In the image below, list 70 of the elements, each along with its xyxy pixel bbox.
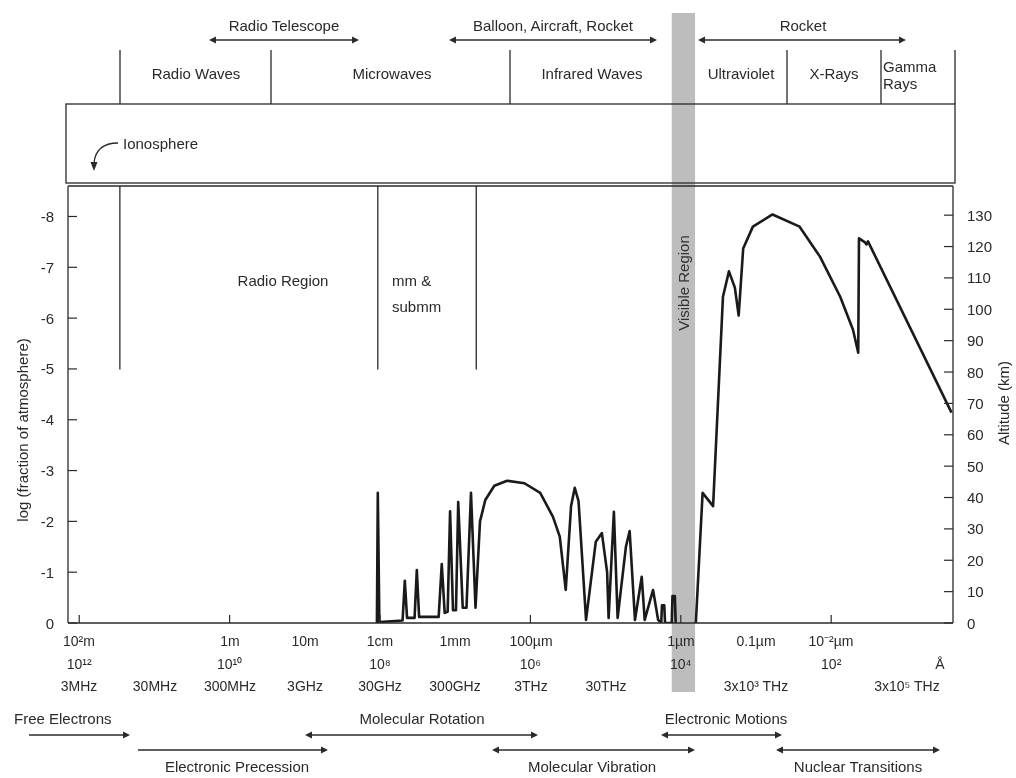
y2-tick-label: 90 bbox=[967, 332, 984, 350]
text: 300MHz bbox=[203, 678, 257, 694]
y2-tick-label: 100 bbox=[967, 300, 993, 318]
text: 1m bbox=[220, 633, 240, 649]
text: Molecular Vibration bbox=[527, 757, 657, 775]
y2-tick-label: 60 bbox=[967, 426, 984, 444]
text: Ionosphere bbox=[123, 134, 199, 152]
text: 10m bbox=[291, 633, 319, 649]
x-tick-label: 10⁴ bbox=[670, 656, 692, 672]
text: 30THz bbox=[585, 678, 627, 694]
y-tick-label: -2 bbox=[40, 512, 54, 530]
y2-tick-label: 50 bbox=[967, 457, 984, 475]
y-tick-label: -6 bbox=[40, 309, 54, 327]
y-tick-label: 0 bbox=[45, 614, 54, 632]
text: Nuclear Transitions bbox=[793, 757, 923, 775]
y-tick-label: -1 bbox=[40, 563, 54, 581]
x-tick-label: 10⁸ bbox=[369, 656, 391, 672]
y-tick-label: -5 bbox=[40, 360, 54, 378]
text: 10⁻²µm bbox=[808, 633, 854, 649]
text: Electronic Motions bbox=[664, 709, 788, 727]
text: 1mm bbox=[439, 633, 471, 649]
text: 1cm bbox=[366, 633, 394, 649]
y2-tick-label: 40 bbox=[967, 489, 984, 507]
annotation: Radio Region bbox=[237, 271, 329, 289]
y-tick-label: -3 bbox=[40, 462, 54, 480]
y2-tick-label: 10 bbox=[967, 583, 984, 601]
text: X-Rays bbox=[809, 64, 859, 82]
y-axis-title: log (fraction of atmosphere) bbox=[13, 338, 31, 522]
text: Microwaves bbox=[352, 64, 432, 82]
text: 3x10⁵ THz bbox=[874, 678, 940, 694]
text: Molecular Rotation bbox=[359, 709, 485, 727]
y2-tick-label: 130 bbox=[967, 206, 993, 224]
y-tick-label: -4 bbox=[40, 411, 54, 429]
y2-tick-label: 110 bbox=[967, 269, 991, 287]
text: Infrared Waves bbox=[541, 64, 643, 82]
text: 3GHz bbox=[287, 678, 323, 694]
y2-tick-label: 0 bbox=[967, 614, 976, 632]
text: 1µm bbox=[667, 633, 695, 649]
y2-tick-label: 80 bbox=[967, 363, 984, 381]
y2-tick-label: 120 bbox=[967, 238, 993, 256]
x-tick-label: 10¹² bbox=[66, 656, 92, 672]
y2-tick-label: 30 bbox=[967, 520, 984, 538]
text: Balloon, Aircraft, Rocket bbox=[472, 16, 634, 34]
annotation: mm & submm bbox=[392, 271, 442, 315]
text: 30MHz bbox=[132, 678, 178, 694]
text: Gamma Rays bbox=[883, 57, 937, 92]
text: 3THz bbox=[514, 678, 548, 694]
text: Radio Waves bbox=[151, 64, 241, 82]
y-tick-label: -8 bbox=[40, 207, 54, 225]
y2-axis-title: Altitude (km) bbox=[994, 360, 1012, 446]
y2-tick-label: 70 bbox=[967, 394, 984, 412]
text: Ultraviolet bbox=[707, 64, 776, 82]
text: Radio Telescope bbox=[228, 16, 340, 34]
text: 3MHz bbox=[60, 678, 98, 694]
text: 100µm bbox=[509, 633, 553, 649]
x-tick-label: 10⁶ bbox=[519, 656, 542, 672]
y-tick-label: -7 bbox=[40, 258, 54, 276]
text: 0.1µm bbox=[736, 633, 776, 649]
text: Rocket bbox=[779, 16, 828, 34]
text: 3x10³ THz bbox=[723, 678, 789, 694]
text: 300GHz bbox=[429, 678, 481, 694]
text: Electronic Precession bbox=[164, 757, 310, 775]
text: Free Electrons bbox=[14, 709, 112, 727]
text: 30GHz bbox=[358, 678, 402, 694]
x-axis-title: Å bbox=[935, 656, 946, 672]
text: 10²m bbox=[63, 633, 95, 649]
y2-tick-label: 20 bbox=[967, 551, 984, 569]
band-label: Visible Region bbox=[674, 235, 692, 331]
x-tick-label: 10¹⁰ bbox=[217, 656, 243, 672]
x-tick-label: 10² bbox=[821, 656, 842, 672]
